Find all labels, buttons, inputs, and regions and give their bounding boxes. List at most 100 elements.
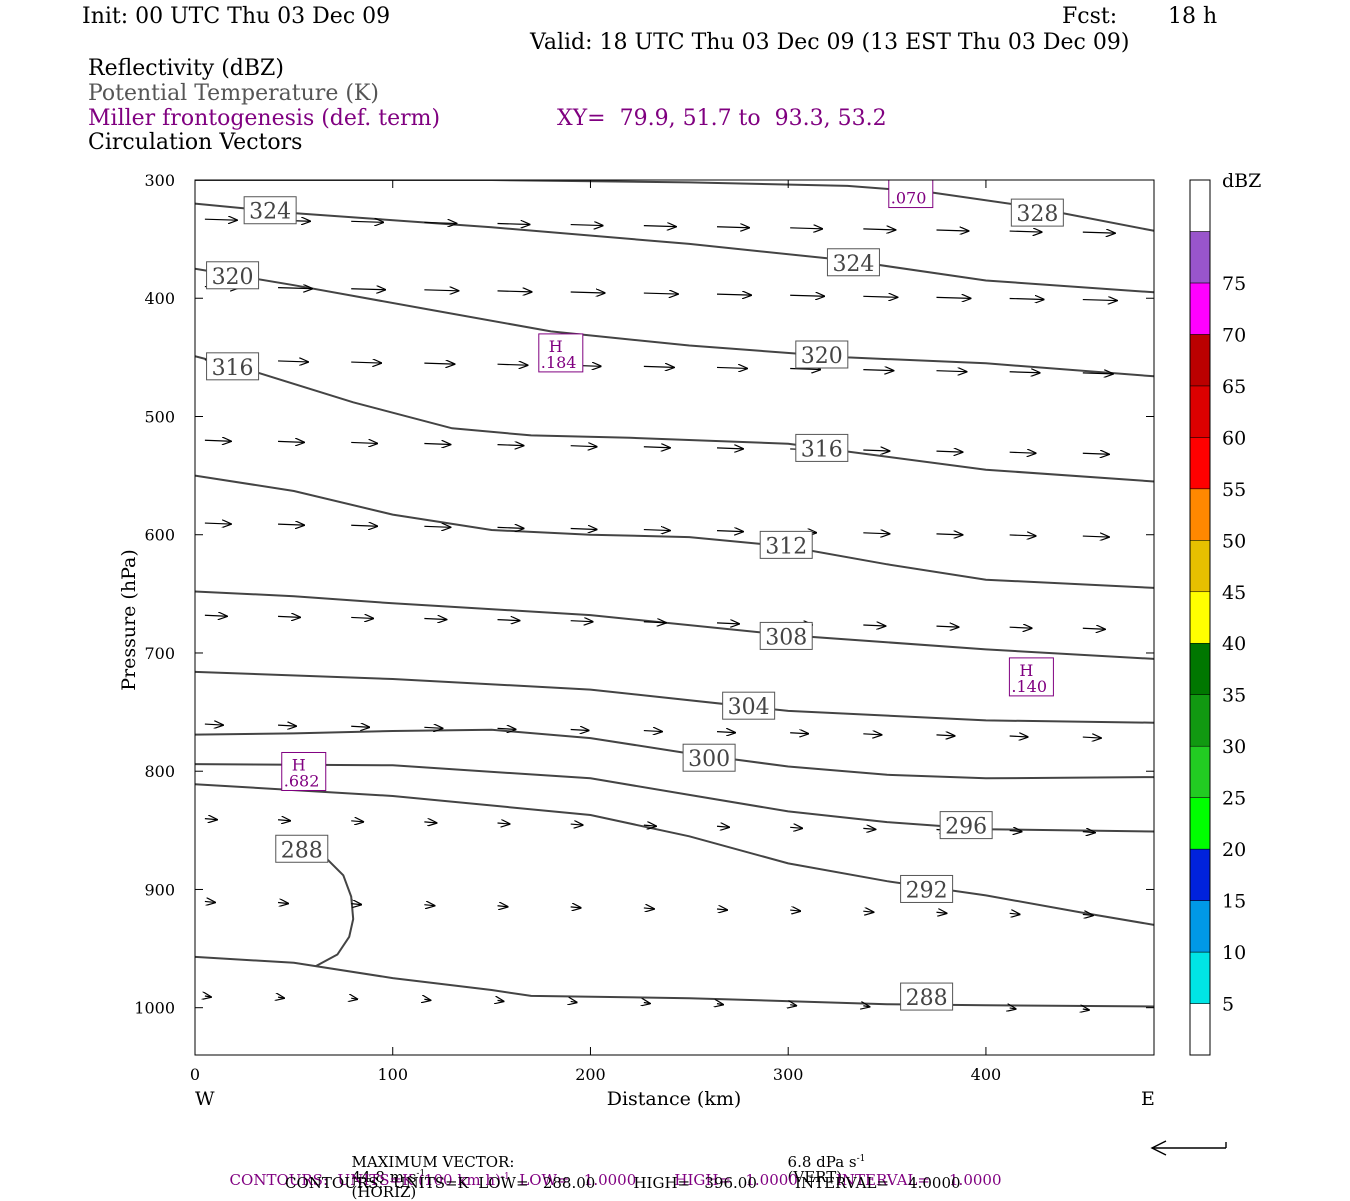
circulation-vector (1009, 372, 1040, 373)
colorbar-level-label: 65 (1222, 376, 1246, 398)
theta-label-312: 312 (759, 530, 813, 559)
field-miller-frontogenesis: Miller frontogenesis (def. term) (88, 106, 441, 131)
colorbar-level-label: 55 (1222, 479, 1246, 501)
circulation-vector (936, 230, 968, 231)
circulation-vector (278, 725, 296, 726)
theta-label-box (900, 874, 954, 903)
y-tick-label: 400 (144, 289, 175, 308)
contours-theta-info: CONTOURS: UNITS=K LOW= 288.00 HIGH= 396.… (285, 1174, 961, 1192)
x-tick-label: 300 (773, 1065, 804, 1084)
x-tick-label: 400 (971, 1065, 1002, 1084)
colorbar-level-label: 45 (1222, 582, 1246, 604)
circulation-vector (1083, 1009, 1089, 1010)
theta-label-text: 324 (249, 200, 291, 225)
frontogenesis-max-box (888, 180, 934, 209)
circulation-vector (716, 227, 749, 228)
circulation-vector (424, 727, 442, 728)
theta-label-box (243, 196, 297, 225)
circulation-vector (277, 820, 290, 821)
theta-label-316: 316 (206, 352, 260, 381)
theta-contour-324 (195, 202, 1154, 294)
circulation-vector (570, 528, 597, 529)
theta-contour-292 (195, 783, 1154, 926)
theta-label-292: 292 (900, 874, 954, 903)
y-tick-label: 800 (144, 762, 175, 781)
circulation-vector (1082, 737, 1101, 738)
max-vector-vert-line: 6.8 dPa s-1 (VERT) (778, 1140, 866, 1185)
theta-label-324: 324 (826, 248, 880, 277)
circulation-vector (497, 527, 524, 528)
circulation-vector (643, 825, 656, 826)
circulation-vector (497, 906, 508, 907)
circulation-vector (1082, 914, 1093, 915)
theta-label-320: 320 (795, 340, 849, 369)
colorbar-level-label: 50 (1222, 530, 1246, 552)
colorbar-swatch (1189, 642, 1211, 695)
circulation-vector (570, 621, 593, 622)
circulation-vector (863, 911, 873, 912)
circulation-vector (863, 296, 897, 297)
circulation-vector (1082, 832, 1095, 833)
colorbar-level-label: 60 (1222, 427, 1246, 449)
circulation-vector (1009, 452, 1036, 453)
x-tick-label: 0 (190, 1065, 200, 1084)
theta-label-text: 316 (801, 437, 843, 462)
circulation-vector (936, 735, 954, 736)
circulation-vector (1009, 535, 1036, 536)
colorbar-swatch (1189, 488, 1211, 541)
circulation-vector (351, 525, 377, 526)
colorbar-swatch (1189, 797, 1211, 850)
theta-label-288: 288 (275, 834, 329, 863)
colorbar-level-label: 10 (1222, 942, 1246, 964)
theta-contour-300 (195, 728, 1154, 780)
frontogenesis-max-box (538, 333, 584, 373)
theta-label-box (759, 530, 813, 559)
circulation-vector (497, 823, 510, 824)
theta-label-box (795, 340, 849, 369)
circulation-vector (790, 228, 822, 229)
colorbar-level-label: 5 (1222, 994, 1234, 1016)
theta-contour-316 (195, 355, 1154, 483)
circulation-vector (351, 821, 363, 822)
circulation-vector (644, 1003, 650, 1004)
circulation-vector (936, 297, 970, 298)
circulation-vector (351, 726, 369, 727)
circulation-vector (424, 999, 430, 1000)
theta-label-box (939, 811, 993, 840)
circulation-vector (717, 1004, 723, 1005)
circulation-vector (424, 222, 456, 223)
circulation-vector (863, 533, 889, 534)
colorbar-swatch (1189, 694, 1211, 747)
colorbar-frame (1189, 179, 1211, 1056)
colorbar-level-label: 40 (1222, 633, 1246, 655)
field-circulation-vectors: Circulation Vectors (88, 130, 303, 155)
theta-label-328: 328 (1010, 198, 1064, 227)
circulation-vector (205, 996, 211, 997)
circulation-vector (716, 448, 743, 449)
circulation-vector (351, 998, 357, 999)
circulation-vector (277, 903, 288, 904)
circulation-vector (1010, 1008, 1016, 1009)
colorbar-level-label: 25 (1222, 788, 1246, 810)
max-vector-horiz-sup: -1 (416, 1169, 426, 1179)
circulation-vector (936, 371, 966, 372)
circulation-vector (570, 824, 583, 825)
theta-label-text: 312 (765, 534, 807, 559)
circulation-vector (278, 441, 304, 442)
circulation-vector (716, 367, 747, 368)
circulation-vector (1082, 536, 1109, 537)
circulation-vector (863, 1006, 869, 1007)
theta-label-text: 296 (945, 815, 987, 840)
circulation-vector (570, 729, 589, 730)
theta-label-text: 288 (281, 838, 323, 863)
theta-label-288: 288 (900, 982, 954, 1011)
max-vector-vert-sup: -1 (856, 1154, 866, 1164)
theta-label-box (206, 352, 260, 381)
y-tick-label: 500 (144, 407, 175, 426)
circulation-vector (790, 369, 820, 370)
circulation-vector (204, 615, 227, 616)
circulation-vector (1082, 453, 1109, 454)
reference-vector-arrow (1150, 1140, 1227, 1156)
theta-label-box (206, 261, 260, 290)
circulation-vector (1009, 298, 1044, 299)
